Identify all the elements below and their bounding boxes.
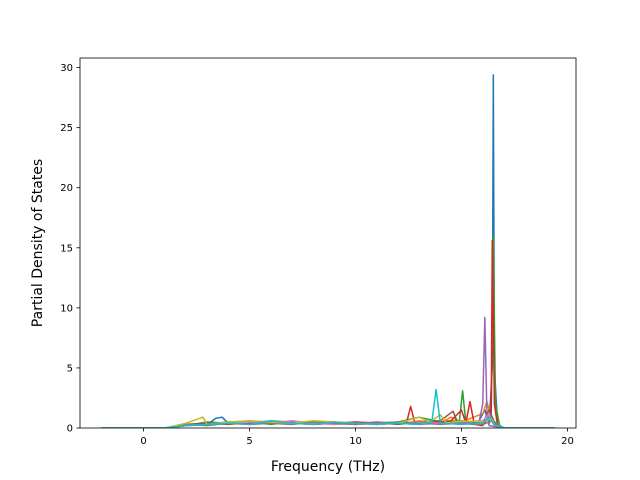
x-tick-label: 15 xyxy=(455,436,468,447)
series-line-10 xyxy=(101,388,555,428)
axes-frame xyxy=(79,57,577,429)
y-axis-label: Partial Density of States xyxy=(30,159,46,327)
y-tick-label: 10 xyxy=(60,303,73,314)
y-tick-label: 30 xyxy=(60,63,73,74)
y-axis-ticks: 0 5 10 15 20 25 30 xyxy=(60,63,80,435)
x-axis-ticks: 0 5 10 15 20 xyxy=(140,428,574,447)
y-tick-label: 0 xyxy=(67,424,73,435)
x-tick-label: 20 xyxy=(561,436,574,447)
series-line-8 xyxy=(101,420,555,428)
y-tick-label: 25 xyxy=(60,123,73,134)
series-layer xyxy=(101,74,555,428)
plot-area xyxy=(80,58,576,428)
x-tick-label: 10 xyxy=(349,436,362,447)
y-tick-label: 20 xyxy=(60,183,73,194)
y-tick-label: 15 xyxy=(60,243,73,254)
x-axis-label: Frequency (THz) xyxy=(271,459,385,475)
y-tick-label: 5 xyxy=(67,363,73,374)
x-tick-label: 5 xyxy=(246,436,252,447)
x-tick-label: 0 xyxy=(140,436,146,447)
